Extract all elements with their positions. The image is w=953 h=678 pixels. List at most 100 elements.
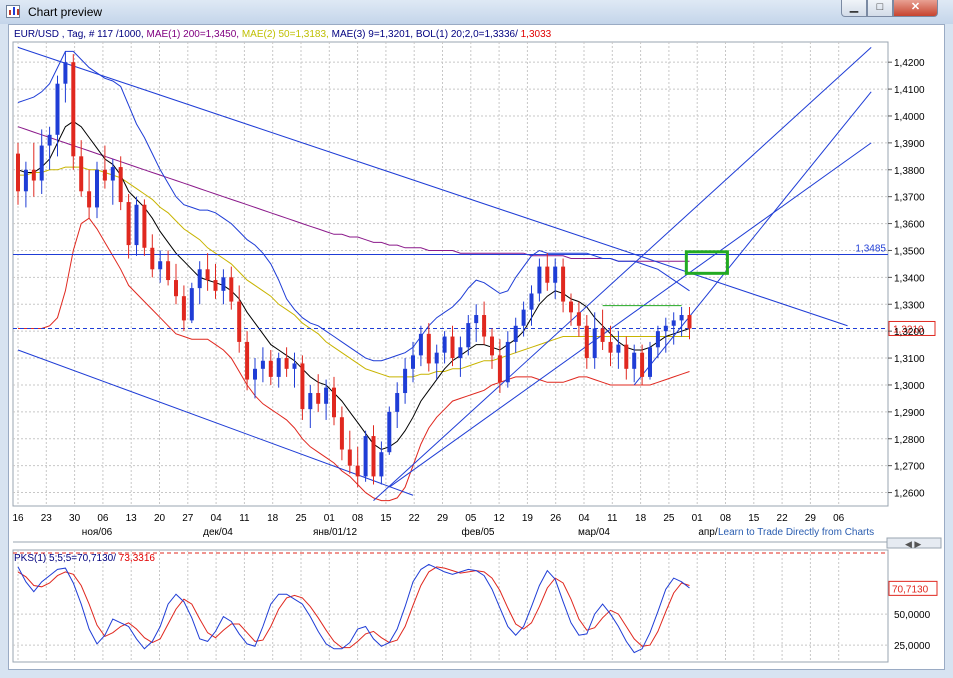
candle-down [150, 247, 155, 270]
candle-up [474, 315, 479, 324]
maximize-button[interactable]: □ [867, 0, 893, 17]
pks-legend: PKS(1) 5;5;5=70,7130/ 73,3316 [14, 553, 155, 564]
x-day-label: 18 [635, 513, 647, 524]
x-day-label: 19 [522, 513, 534, 524]
y-tick-label: 1,2600 [894, 489, 925, 500]
y-tick-label: 1,3200 [894, 327, 925, 338]
candle-up [663, 325, 668, 332]
x-day-label: 08 [352, 513, 364, 524]
x-day-label: 29 [437, 513, 449, 524]
candle-down [174, 280, 178, 297]
y-tick-label: 1,3400 [894, 273, 925, 284]
legend-item: MAE(2) 50=1,3183, [241, 29, 332, 40]
x-day-label: 01 [324, 513, 336, 524]
candle-down [213, 280, 218, 291]
y-tick-label: 1,3800 [894, 166, 925, 177]
candle-up [671, 320, 676, 326]
x-day-label: 26 [550, 513, 562, 524]
current-price-box [888, 320, 936, 336]
window-title: Chart preview [28, 5, 103, 19]
candle-up [505, 341, 510, 383]
candle-up [253, 368, 257, 380]
trendline [17, 46, 848, 327]
candle-down [482, 315, 487, 337]
candle-up [158, 261, 163, 270]
candle-down [126, 202, 131, 246]
hline-price-label: 1,3485 [855, 243, 886, 254]
candle-up [521, 309, 526, 326]
candle-down [355, 465, 360, 477]
y-tick-label: 1,3300 [894, 300, 925, 311]
candle-down [79, 156, 84, 192]
ma50-line [18, 166, 690, 378]
scroll-arrows-icon[interactable]: ◀ ▶ [905, 539, 921, 549]
candle-down [284, 358, 289, 369]
candle-down [332, 387, 336, 418]
x-month-label: апр/ [698, 527, 718, 538]
chart-scrollbar[interactable] [886, 537, 942, 549]
x-day-label: 15 [748, 513, 760, 524]
candle-down [490, 336, 494, 356]
y-tick-label: 1,3100 [894, 354, 925, 365]
candle-down [640, 352, 645, 377]
candle-down [71, 62, 76, 157]
candle-up [292, 363, 297, 369]
candle-up [23, 169, 28, 192]
minimize-button[interactable]: ▁ [841, 0, 867, 17]
y-tick-label: 1,2900 [894, 408, 925, 419]
x-day-label: 11 [607, 513, 618, 524]
x-month-label: янв/01/12 [313, 527, 357, 538]
x-day-label: 05 [465, 513, 477, 524]
candle-down [166, 261, 171, 281]
candle-up [442, 336, 447, 353]
candle-up [324, 387, 329, 404]
pks-d-line [17, 566, 690, 649]
x-day-label: 11 [239, 513, 250, 524]
candle-down [245, 341, 250, 380]
y-tick-label: 1,4200 [894, 58, 925, 69]
current-price-label: 1,3210 [893, 324, 924, 335]
title-bar[interactable]: Chart preview ▁ □ ✕ [0, 0, 953, 24]
candle-up [134, 204, 139, 246]
candle-up [63, 62, 68, 84]
candle-down [142, 204, 147, 248]
candle-up [197, 269, 202, 289]
candle-up [434, 352, 439, 364]
candle-down [450, 336, 455, 359]
candle-up [260, 360, 265, 369]
y-tick-label: 1,4000 [894, 112, 925, 123]
candle-up [537, 266, 542, 294]
x-day-label: 06 [833, 513, 845, 524]
candle-up [395, 393, 400, 412]
x-day-label: 25 [663, 513, 675, 524]
candle-up [466, 323, 471, 348]
candle-down [497, 355, 502, 383]
candle-down [371, 436, 376, 477]
candle-down [584, 325, 589, 359]
x-day-label: 30 [69, 513, 81, 524]
y-tick-label: 1,2800 [894, 435, 925, 446]
candle-down [687, 315, 692, 329]
x-day-label: 12 [494, 513, 506, 524]
candle-down [300, 363, 305, 410]
candle-up [308, 393, 313, 410]
candle-down [181, 296, 186, 321]
pks-value-box [888, 580, 938, 596]
pks-legend-item: PKS(1) 5;5;5=70,7130/ [14, 553, 119, 564]
close-button[interactable]: ✕ [893, 0, 938, 17]
candle-down [87, 191, 92, 208]
candle-down [229, 277, 234, 302]
legend-item: BOL(1) 20;2,0=1,3336/ [415, 29, 521, 40]
x-day-label: 29 [805, 513, 817, 524]
candle-up [95, 169, 99, 208]
x-day-label: 18 [267, 513, 279, 524]
legend-item: EUR/USD , Tag, # 117 /1000, [14, 29, 147, 40]
x-month-label: мар/04 [578, 527, 610, 538]
trade-from-charts-link[interactable]: Learn to Trade Directly from Charts [718, 527, 875, 538]
candle-down [102, 169, 107, 181]
oscillator-panel-frame [12, 549, 889, 663]
x-month-label: дек/04 [203, 527, 233, 538]
candle-up [411, 355, 415, 369]
y-tick-label: 1,3000 [894, 381, 925, 392]
